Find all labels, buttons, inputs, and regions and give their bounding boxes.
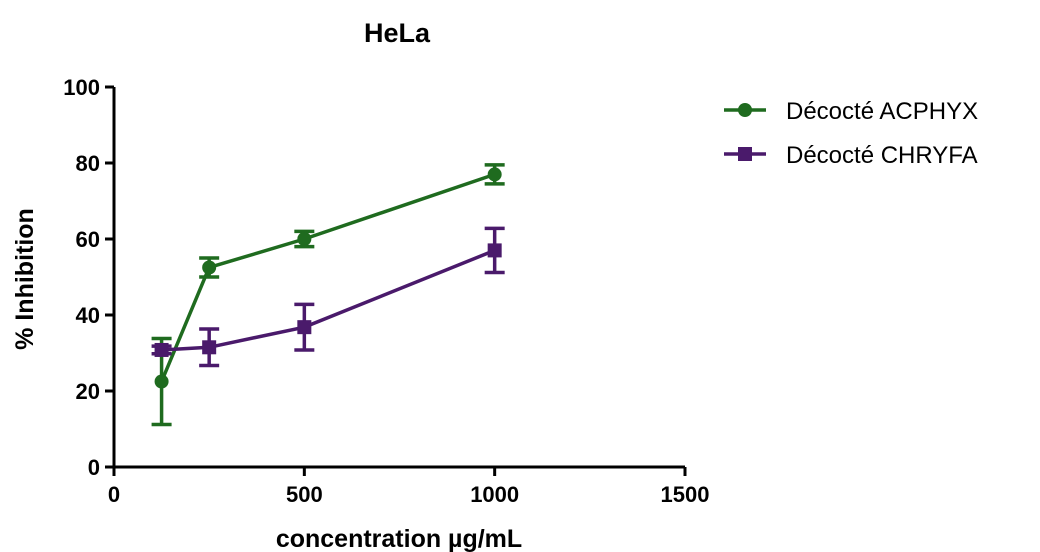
legend-swatch-marker bbox=[738, 103, 752, 117]
data-point bbox=[154, 374, 169, 389]
legend-item-1: Décocté ACPHYX bbox=[724, 98, 978, 125]
series-line bbox=[159, 172, 496, 383]
legend-label: Décocté CHRYFA bbox=[786, 142, 978, 169]
legend-swatch-marker bbox=[738, 147, 752, 161]
y-tick-label: 100 bbox=[63, 75, 100, 100]
legend: Décocté ACPHYX Décocté CHRYFA bbox=[724, 98, 978, 169]
legend-label: Décocté ACPHYX bbox=[786, 98, 978, 125]
y-tick-label: 80 bbox=[76, 151, 100, 176]
data-point bbox=[297, 232, 312, 246]
series-line bbox=[161, 248, 496, 352]
data-point bbox=[154, 342, 169, 357]
series-2 bbox=[151, 226, 505, 368]
series-layer bbox=[151, 163, 505, 427]
x-tick-label: 500 bbox=[286, 482, 323, 507]
x-axis-label: concentration µg/mL bbox=[276, 525, 522, 552]
y-axis-label: % Inhibition bbox=[11, 208, 39, 350]
x-tick-label: 1500 bbox=[661, 482, 710, 507]
y-tick-label: 60 bbox=[76, 227, 100, 252]
legend-item-2: Décocté CHRYFA bbox=[724, 142, 978, 169]
data-point bbox=[202, 340, 217, 355]
x-tick-label: 1000 bbox=[470, 482, 519, 507]
x-tick-label: 0 bbox=[108, 482, 120, 507]
chart-title: HeLa bbox=[364, 18, 431, 48]
data-point bbox=[487, 167, 502, 182]
y-tick-label: 40 bbox=[76, 303, 100, 328]
data-point bbox=[487, 243, 502, 258]
y-tick-label: 20 bbox=[76, 379, 100, 404]
data-point bbox=[297, 320, 312, 335]
data-point bbox=[202, 260, 217, 275]
y-tick-label: 0 bbox=[88, 455, 100, 480]
series-1 bbox=[151, 163, 505, 427]
